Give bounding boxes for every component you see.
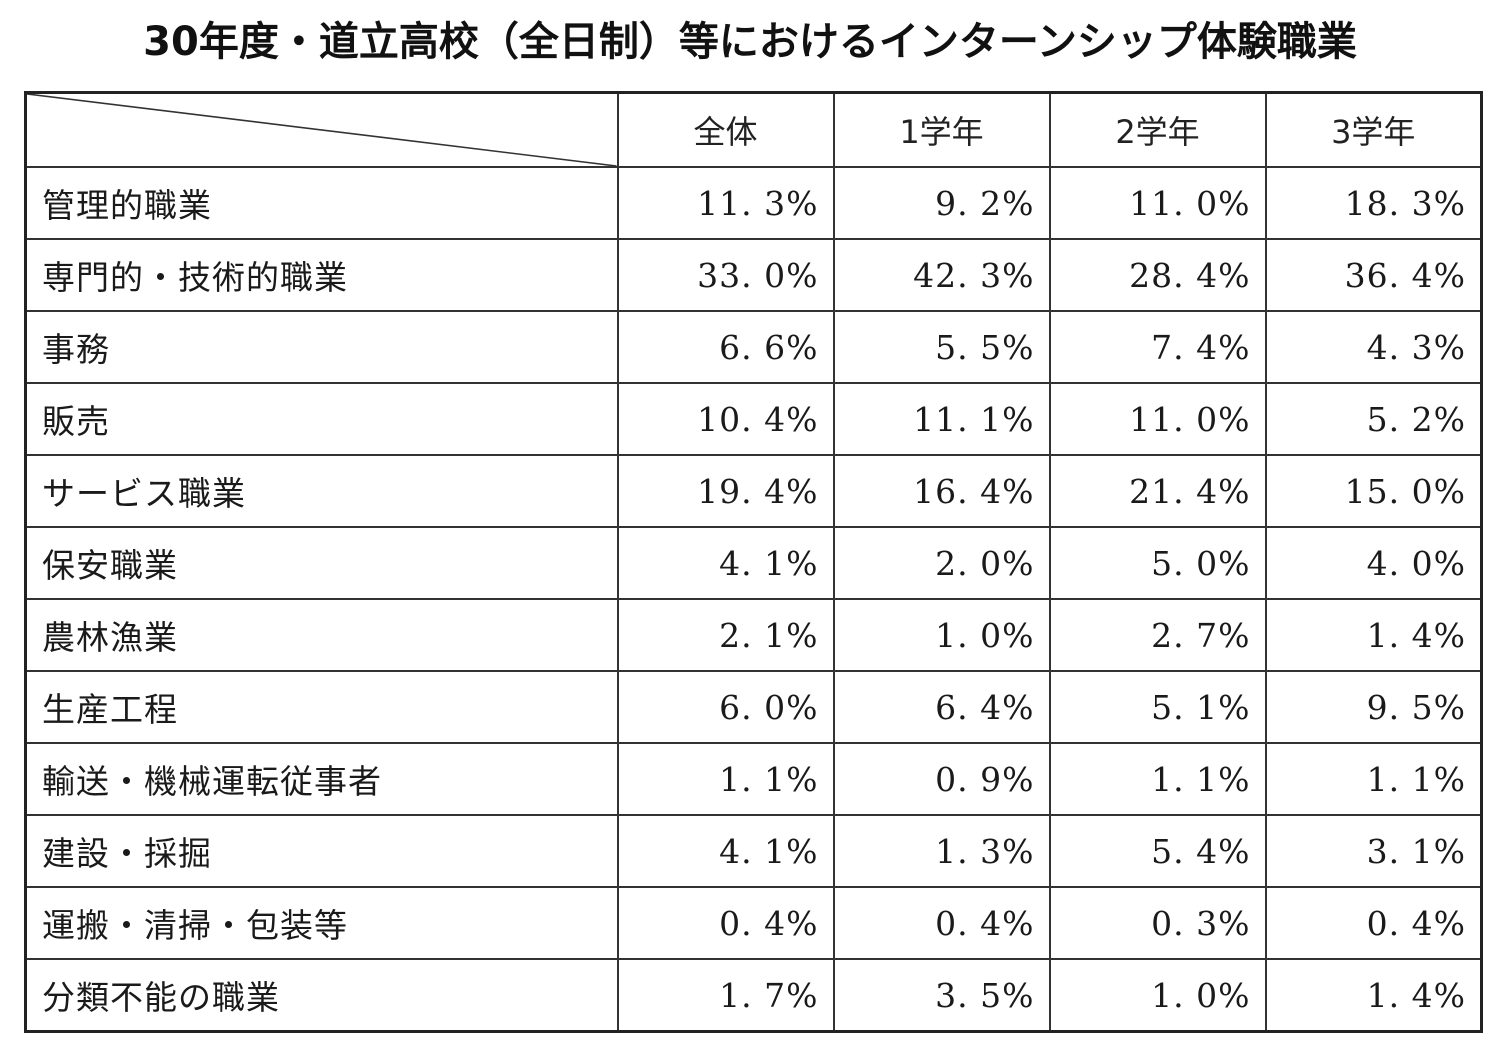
page-title: 30年度・道立高校（全日制）等におけるインターンシップ体験職業	[143, 19, 1357, 65]
cell-grade-2: 28. 4%	[1048, 238, 1267, 312]
cell-grade-2: 11. 0%	[1048, 382, 1267, 456]
row-label: 保安職業	[24, 526, 619, 600]
row-label: 販売	[24, 382, 619, 456]
cell-grade-1: 2. 0%	[832, 526, 1051, 600]
cell-grade-3: 15. 0%	[1264, 454, 1483, 528]
cell-grade-1: 0. 9%	[832, 742, 1051, 816]
cell-grade-3: 3. 1%	[1264, 814, 1483, 888]
table-row: 事務 6. 6% 5. 5% 7. 4% 4. 3%	[24, 310, 1483, 384]
row-label: 管理的職業	[24, 166, 619, 240]
row-label: 分類不能の職業	[24, 958, 619, 1033]
internship-occupation-table: 全体 1学年 2学年 3学年 管理的職業 11. 3% 9. 2% 11. 0% 18.…	[24, 91, 1483, 1033]
row-label: 事務	[24, 310, 619, 384]
cell-total: 6. 0%	[616, 670, 835, 744]
cell-grade-1: 3. 5%	[832, 958, 1051, 1033]
cell-grade-1: 0. 4%	[832, 886, 1051, 960]
cell-total: 4. 1%	[616, 814, 835, 888]
table-row: 販売 10. 4% 11. 1% 11. 0% 5. 2%	[24, 382, 1483, 456]
cell-grade-2: 5. 1%	[1048, 670, 1267, 744]
cell-grade-3: 1. 1%	[1264, 742, 1483, 816]
table-row: 管理的職業 11. 3% 9. 2% 11. 0% 18. 3%	[24, 166, 1483, 240]
cell-total: 4. 1%	[616, 526, 835, 600]
cell-grade-3: 0. 4%	[1264, 886, 1483, 960]
cell-grade-1: 6. 4%	[832, 670, 1051, 744]
cell-total: 2. 1%	[616, 598, 835, 672]
cell-grade-2: 1. 0%	[1048, 958, 1267, 1033]
table-header: 全体 1学年 2学年 3学年	[24, 91, 1483, 168]
cell-grade-2: 0. 3%	[1048, 886, 1267, 960]
cell-grade-1: 1. 3%	[832, 814, 1051, 888]
cell-grade-2: 2. 7%	[1048, 598, 1267, 672]
cell-grade-2: 5. 4%	[1048, 814, 1267, 888]
cell-grade-1: 42. 3%	[832, 238, 1051, 312]
cell-grade-3: 18. 3%	[1264, 166, 1483, 240]
table-row: サービス職業 19. 4% 16. 4% 21. 4% 15. 0%	[24, 454, 1483, 528]
row-label: 建設・採掘	[24, 814, 619, 888]
cell-total: 19. 4%	[616, 454, 835, 528]
cell-grade-1: 11. 1%	[832, 382, 1051, 456]
cell-grade-3: 1. 4%	[1264, 958, 1483, 1033]
diagonal-line	[27, 94, 617, 166]
cell-grade-3: 4. 3%	[1264, 310, 1483, 384]
row-label: 生産工程	[24, 670, 619, 744]
corner-diagonal-cell	[24, 91, 619, 168]
cell-grade-2: 11. 0%	[1048, 166, 1267, 240]
row-label: 運搬・清掃・包装等	[24, 886, 619, 960]
cell-grade-3: 1. 4%	[1264, 598, 1483, 672]
cell-total: 1. 7%	[616, 958, 835, 1033]
cell-total: 0. 4%	[616, 886, 835, 960]
row-label: 専門的・技術的職業	[24, 238, 619, 312]
cell-grade-2: 1. 1%	[1048, 742, 1267, 816]
cell-grade-2: 7. 4%	[1048, 310, 1267, 384]
column-header-grade-3: 3学年	[1264, 91, 1483, 168]
cell-total: 33. 0%	[616, 238, 835, 312]
table-row: 専門的・技術的職業 33. 0% 42. 3% 28. 4% 36. 4%	[24, 238, 1483, 312]
cell-grade-1: 1. 0%	[832, 598, 1051, 672]
cell-grade-3: 36. 4%	[1264, 238, 1483, 312]
cell-grade-1: 5. 5%	[832, 310, 1051, 384]
cell-grade-1: 9. 2%	[832, 166, 1051, 240]
table-row: 保安職業 4. 1% 2. 0% 5. 0% 4. 0%	[24, 526, 1483, 600]
row-label: サービス職業	[24, 454, 619, 528]
column-header-grade-1: 1学年	[832, 91, 1051, 168]
table-row: 農林漁業 2. 1% 1. 0% 2. 7% 1. 4%	[24, 598, 1483, 672]
cell-grade-3: 5. 2%	[1264, 382, 1483, 456]
column-header-total: 全体	[616, 91, 835, 168]
table-row: 建設・採掘 4. 1% 1. 3% 5. 4% 3. 1%	[24, 814, 1483, 888]
table-body: 管理的職業 11. 3% 9. 2% 11. 0% 18. 3% 専門的・技術的職業 33.…	[24, 166, 1483, 1033]
table-row: 輸送・機械運転従事者 1. 1% 0. 9% 1. 1% 1. 1%	[24, 742, 1483, 816]
cell-grade-2: 5. 0%	[1048, 526, 1267, 600]
table-row: 生産工程 6. 0% 6. 4% 5. 1% 9. 5%	[24, 670, 1483, 744]
cell-total: 1. 1%	[616, 742, 835, 816]
table-row: 運搬・清掃・包装等 0. 4% 0. 4% 0. 3% 0. 4%	[24, 886, 1483, 960]
cell-grade-3: 9. 5%	[1264, 670, 1483, 744]
cell-grade-2: 21. 4%	[1048, 454, 1267, 528]
cell-total: 11. 3%	[616, 166, 835, 240]
row-label: 輸送・機械運転従事者	[24, 742, 619, 816]
cell-grade-3: 4. 0%	[1264, 526, 1483, 600]
header-row: 全体 1学年 2学年 3学年	[24, 91, 1483, 168]
table-row: 分類不能の職業 1. 7% 3. 5% 1. 0% 1. 4%	[24, 958, 1483, 1033]
cell-total: 10. 4%	[616, 382, 835, 456]
row-label: 農林漁業	[24, 598, 619, 672]
cell-total: 6. 6%	[616, 310, 835, 384]
column-header-grade-2: 2学年	[1048, 91, 1267, 168]
cell-grade-1: 16. 4%	[832, 454, 1051, 528]
